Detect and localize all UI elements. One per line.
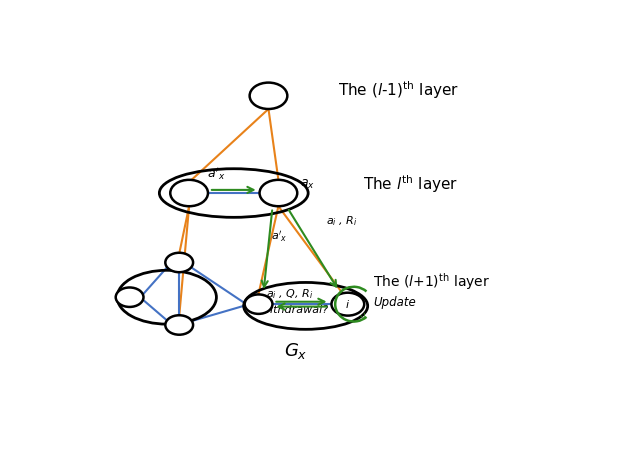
FancyArrowPatch shape <box>278 304 326 310</box>
Circle shape <box>165 315 193 335</box>
Text: $a_i$ , $Q$, $R_i$: $a_i$ , $Q$, $R_i$ <box>266 287 314 301</box>
Circle shape <box>260 180 297 206</box>
Text: Update: Update <box>374 296 417 309</box>
Text: The $(l$-$1)^{\mathrm{th}}$ layer: The $(l$-$1)^{\mathrm{th}}$ layer <box>338 80 459 101</box>
Text: $a_x$: $a_x$ <box>300 178 315 191</box>
FancyArrowPatch shape <box>212 187 253 193</box>
Text: $G_x$: $G_x$ <box>284 341 308 361</box>
Circle shape <box>332 293 364 316</box>
FancyArrowPatch shape <box>262 210 272 287</box>
Circle shape <box>244 295 273 314</box>
FancyArrowPatch shape <box>360 313 365 319</box>
Text: The $l^{\mathrm{th}}$ layer: The $l^{\mathrm{th}}$ layer <box>363 174 458 195</box>
Text: The $(l$+$1)^{\mathrm{th}}$ layer: The $(l$+$1)^{\mathrm{th}}$ layer <box>372 271 490 292</box>
Text: $a_i$ , $R_i$: $a_i$ , $R_i$ <box>326 214 357 228</box>
Circle shape <box>116 287 143 307</box>
Text: $a'_x$: $a'_x$ <box>207 166 225 182</box>
Circle shape <box>250 83 287 109</box>
Text: Withdrawal?: Withdrawal? <box>260 305 329 315</box>
Text: $i$: $i$ <box>346 298 350 310</box>
Circle shape <box>170 180 208 206</box>
Circle shape <box>165 253 193 272</box>
Text: $a'_x$: $a'_x$ <box>271 229 287 244</box>
FancyArrowPatch shape <box>289 210 336 287</box>
FancyArrowPatch shape <box>276 299 324 305</box>
